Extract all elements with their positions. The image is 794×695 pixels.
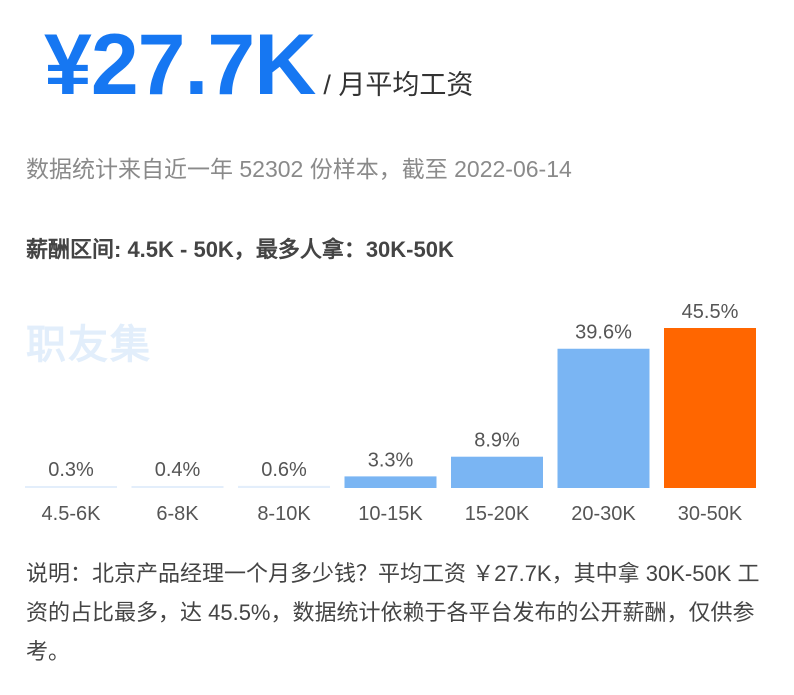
salary-distribution-chart: 0.3% 4.5-6K 0.4% 6-8K 0.6% 8-10K 3.3% 10-15K 8.9… <box>25 301 756 525</box>
salary-range: 薪酬区间: 4.5K - 50K，最多人拿：30K-50K <box>26 237 454 262</box>
value-label: 39.6% <box>575 322 632 344</box>
bar-8-10K <box>238 485 330 488</box>
category-label: 30-50K <box>678 503 743 525</box>
bar-15-20K <box>451 456 543 488</box>
headline: ¥27.7K / 月平均工资 <box>44 22 473 108</box>
description-note: 说明：北京产品经理一个月多少钱？平均工资 ￥27.7K，其中拿 30K-50K … <box>26 561 760 664</box>
value-label: 8.9% <box>474 430 520 452</box>
category-label: 20-30K <box>571 503 636 525</box>
bar-20-30K <box>557 348 650 488</box>
bar-30-50K <box>664 328 756 488</box>
bar-4.5-6K <box>25 486 117 488</box>
watermark-logo: 职友集 <box>26 323 152 367</box>
bar-6-8K <box>131 486 224 488</box>
bar-10-15K <box>344 476 437 488</box>
value-label: 3.3% <box>368 449 414 471</box>
category-label: 15-20K <box>465 503 530 525</box>
sample-info: 数据统计来自近一年 52302 份样本，截至 2022-06-14 <box>26 156 572 182</box>
value-label: 0.6% <box>261 459 307 481</box>
average-salary: ¥27.7K <box>44 17 316 113</box>
value-label: 0.4% <box>155 459 201 481</box>
value-label: 0.3% <box>48 459 94 481</box>
average-salary-unit: / 月平均工资 <box>323 70 474 100</box>
category-label: 10-15K <box>358 503 423 525</box>
category-label: 8-10K <box>257 503 311 525</box>
value-label: 45.5% <box>682 301 739 323</box>
category-label: 4.5-6K <box>42 503 102 525</box>
category-label: 6-8K <box>156 503 199 525</box>
